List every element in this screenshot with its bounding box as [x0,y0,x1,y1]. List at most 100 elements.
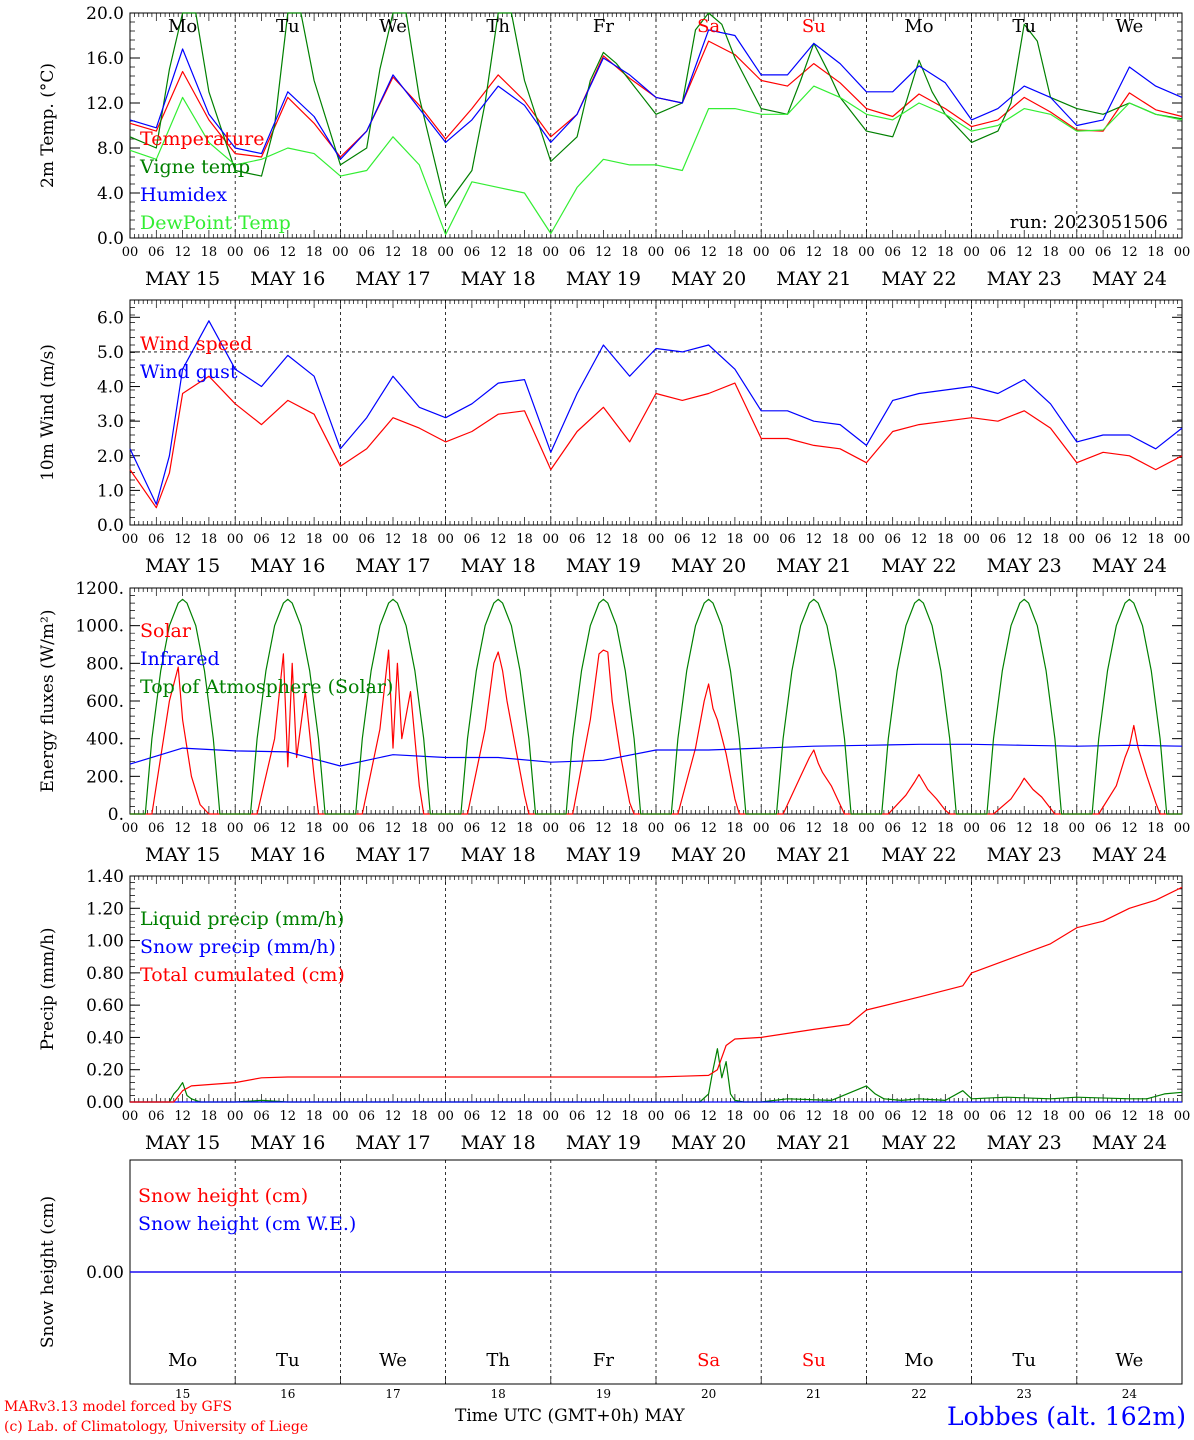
hour-tick-label: 00 [227,245,244,260]
legend-entry: Solar [140,620,192,642]
hour-tick-label: 06 [569,821,586,836]
day-name-label: Su [802,1350,826,1371]
hour-tick-label: 00 [858,1109,875,1124]
legend-entry: DewPoint Temp [140,212,291,234]
y-tick-label: 0.40 [86,1028,124,1048]
hour-tick-label: 06 [464,532,481,547]
date-label: MAY 17 [355,268,430,290]
date-label: MAY 20 [671,268,746,290]
hour-tick-label: 00 [753,821,770,836]
date-label: MAY 24 [1092,555,1167,577]
legend-entry: Vigne temp [139,156,250,178]
hour-tick-label: 00 [543,245,560,260]
hour-tick-label: 06 [253,532,270,547]
hour-tick-label: 18 [201,1109,218,1124]
date-label: MAY 21 [776,268,851,290]
hour-tick-label: 06 [358,821,375,836]
hour-tick-label: 18 [1042,821,1059,836]
hour-tick-label: 00 [227,821,244,836]
hour-tick-label: 00 [227,1109,244,1124]
hour-tick-label: 06 [884,245,901,260]
date-label: MAY 15 [145,268,220,290]
hour-tick-label: 06 [253,1109,270,1124]
day-name-label: Tu [1012,1350,1036,1371]
hour-tick-label: 06 [990,532,1007,547]
y-tick-label: 3.0 [97,412,124,432]
series-line-1-2 [129,12,1183,208]
hour-tick-label: 12 [1016,532,1033,547]
hour-tick-label: 00 [543,532,560,547]
hour-tick-label: 06 [990,821,1007,836]
date-label: MAY 16 [250,844,325,866]
hour-tick-label: 00 [122,1109,139,1124]
hour-tick-label: 18 [201,821,218,836]
hour-tick-label: 06 [148,245,165,260]
y-tick-label: 0.20 [86,1061,124,1081]
y-tick-label: 0. [108,805,124,825]
y-minor-ticks [130,299,1182,526]
hour-tick-label: 18 [621,245,638,260]
day-name-label: Sa [697,1350,720,1371]
date-label: MAY 16 [250,555,325,577]
hour-tick-label: 00 [648,532,665,547]
hour-tick-label: 12 [1016,821,1033,836]
y-tick-label: 200. [86,767,124,787]
date-label: MAY 20 [671,555,746,577]
legend-entry: Humidex [140,184,227,206]
date-label: MAY 20 [671,1132,746,1154]
hour-tick-label: 00 [1069,1109,1086,1124]
y-tick-label: 600. [86,692,124,712]
hour-tick-label: 00 [122,245,139,260]
hour-tick-label: 12 [806,532,823,547]
series-line-2-1 [129,375,1183,509]
date-label: MAY 21 [776,844,851,866]
y-tick-label: 1.40 [86,867,124,887]
hour-tick-label: 18 [411,821,428,836]
hour-tick-label: 00 [858,821,875,836]
legend-entry: Wind speed [140,333,252,355]
panel-2: 0.0 1.0 2.0 3.0 4.0 5.0 6.0 10m Wind (m/s) Wind … [38,299,1190,577]
hour-tick-label: 06 [779,821,796,836]
date-label: MAY 17 [355,1132,430,1154]
hour-tick-label: 00 [1174,245,1191,260]
hour-tick-label: 12 [911,821,928,836]
hour-tick-label: 06 [674,532,691,547]
hour-tick-label: 18 [1147,532,1164,547]
hour-tick-label: 18 [201,532,218,547]
hour-tick-label: 18 [516,532,533,547]
legend-entry: Liquid precip (mm/h) [140,908,344,930]
hour-tick-label: 00 [122,821,139,836]
legend-entry: Snow precip (mm/h) [140,936,336,958]
hour-tick-label: 06 [358,1109,375,1124]
hour-tick-label: 12 [174,821,191,836]
y-tick-label: 400. [86,730,124,750]
hour-tick-label: 12 [806,1109,823,1124]
y-tick-label: 2.0 [97,447,124,467]
hour-tick-label: 00 [437,532,454,547]
hour-tick-label: 06 [464,245,481,260]
hour-tick-label: 06 [253,245,270,260]
day-number-label: 23 [1017,1387,1032,1401]
hour-tick-label: 18 [306,532,323,547]
date-label: MAY 16 [250,1132,325,1154]
hour-tick-label: 00 [543,821,560,836]
hour-tick-label: 06 [779,532,796,547]
day-name-label: We [1116,16,1144,37]
hour-tick-label: 12 [700,532,717,547]
x-axis-title: Time UTC (GMT+0h) [455,1406,640,1426]
hour-tick-label: 18 [1147,1109,1164,1124]
hour-tick-label: 06 [779,1109,796,1124]
date-label: MAY 23 [987,1132,1062,1154]
hour-tick-label: 18 [411,1109,428,1124]
series-line-1-4 [129,85,1183,236]
hour-tick-label: 00 [648,821,665,836]
series-line-4-3 [130,886,1183,1103]
hour-tick-label: 06 [569,1109,586,1124]
date-label: MAY 19 [566,1132,641,1154]
hour-tick-label: 12 [1121,532,1138,547]
hour-tick-label: 12 [700,821,717,836]
hour-tick-label: 18 [832,532,849,547]
hour-tick-label: 00 [332,821,349,836]
hour-tick-label: 12 [385,532,402,547]
hour-tick-label: 12 [280,532,297,547]
